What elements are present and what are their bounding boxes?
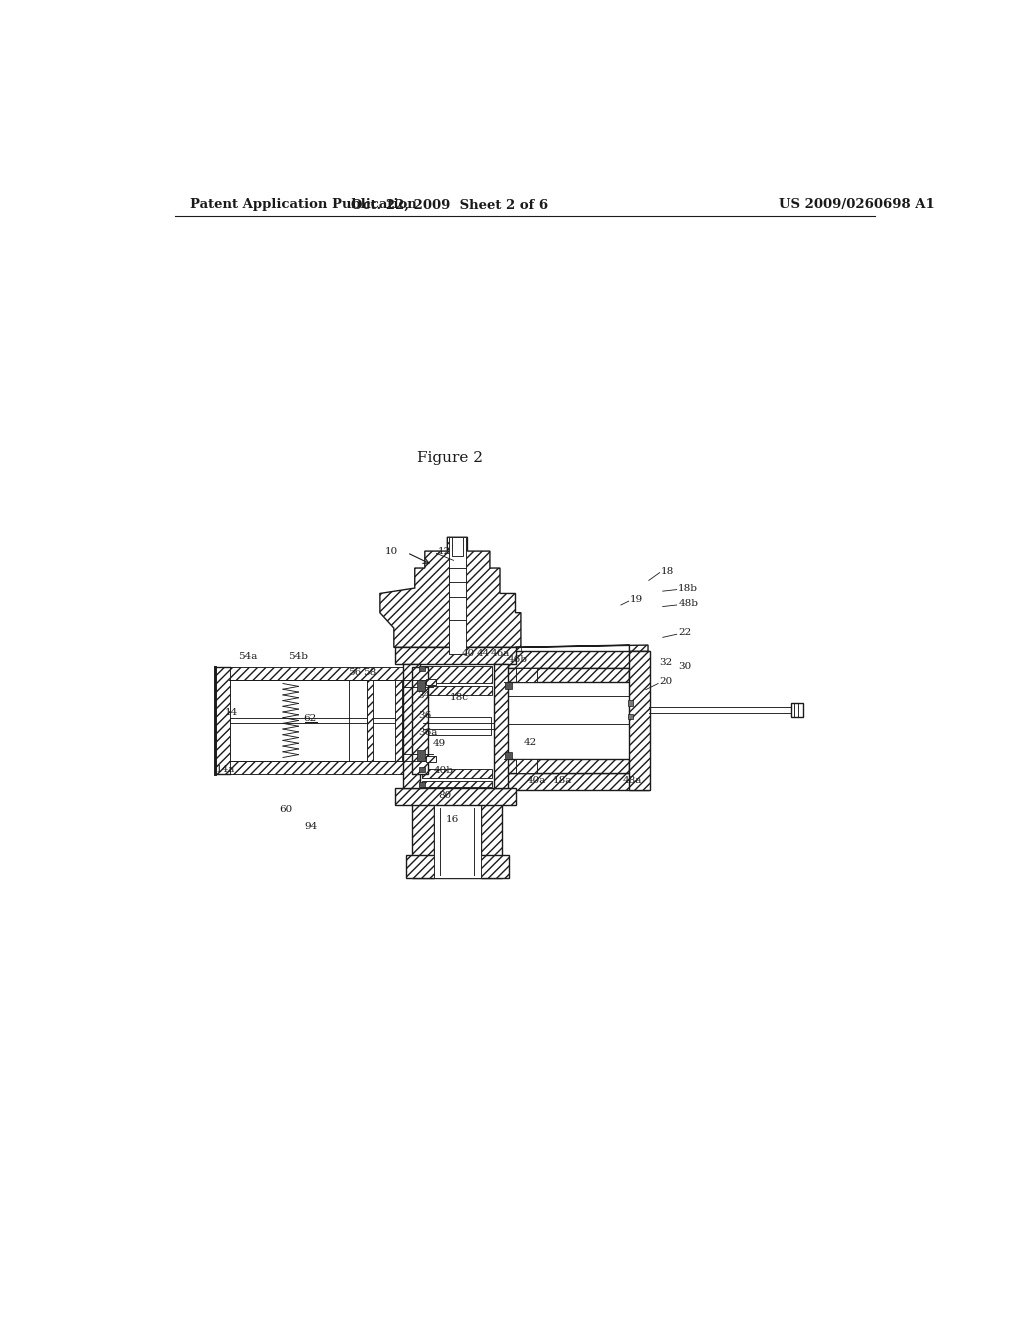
Text: 18a: 18a bbox=[553, 776, 572, 785]
Bar bbox=[420, 682, 425, 688]
Bar bbox=[504, 774, 649, 789]
Text: 22: 22 bbox=[678, 628, 691, 638]
Bar bbox=[215, 667, 419, 681]
Text: 34: 34 bbox=[417, 690, 430, 700]
Bar bbox=[504, 668, 630, 682]
Text: 94: 94 bbox=[305, 822, 317, 832]
Bar bbox=[422, 780, 493, 787]
Bar bbox=[506, 682, 512, 689]
Text: 46a: 46a bbox=[490, 649, 510, 657]
Bar bbox=[426, 756, 435, 762]
Text: 19: 19 bbox=[630, 595, 643, 605]
Text: 30: 30 bbox=[678, 663, 691, 671]
Bar bbox=[407, 855, 509, 878]
Bar bbox=[494, 664, 508, 788]
Text: 40b: 40b bbox=[434, 766, 454, 775]
Bar bbox=[422, 770, 493, 779]
Text: 40a: 40a bbox=[527, 776, 547, 785]
Text: 54a: 54a bbox=[239, 652, 258, 661]
Text: Patent Application Publication: Patent Application Publication bbox=[190, 198, 417, 211]
Bar bbox=[367, 681, 373, 760]
Text: 10: 10 bbox=[385, 548, 398, 556]
Text: 46b: 46b bbox=[508, 655, 527, 664]
Bar bbox=[449, 537, 466, 653]
Bar bbox=[630, 651, 650, 789]
Text: 54b: 54b bbox=[289, 652, 308, 661]
Text: 14a: 14a bbox=[216, 764, 234, 774]
Bar bbox=[403, 664, 420, 788]
Text: Figure 2: Figure 2 bbox=[417, 451, 482, 465]
Text: 56: 56 bbox=[348, 668, 360, 677]
Polygon shape bbox=[380, 537, 521, 647]
Text: 36: 36 bbox=[419, 710, 432, 719]
Text: 48b: 48b bbox=[678, 599, 698, 609]
Text: 12: 12 bbox=[438, 548, 452, 556]
Text: 18b: 18b bbox=[678, 583, 698, 593]
Text: Oct. 22, 2009  Sheet 2 of 6: Oct. 22, 2009 Sheet 2 of 6 bbox=[351, 198, 548, 211]
Text: 14: 14 bbox=[225, 709, 239, 717]
Bar bbox=[426, 678, 435, 685]
Bar bbox=[420, 781, 425, 788]
Bar bbox=[628, 701, 633, 706]
Bar bbox=[413, 804, 434, 878]
Text: 60: 60 bbox=[280, 805, 293, 813]
Bar bbox=[420, 665, 425, 671]
Bar bbox=[417, 681, 425, 692]
Text: 49: 49 bbox=[432, 739, 445, 748]
Text: 44: 44 bbox=[477, 649, 490, 657]
Bar bbox=[628, 714, 633, 719]
Bar bbox=[515, 759, 538, 774]
Text: 16: 16 bbox=[445, 814, 459, 824]
Bar bbox=[422, 665, 493, 682]
Bar bbox=[423, 717, 490, 735]
Text: 18c: 18c bbox=[450, 693, 469, 702]
Bar bbox=[506, 752, 512, 759]
Text: 42: 42 bbox=[523, 738, 537, 747]
Bar bbox=[434, 804, 480, 878]
Polygon shape bbox=[515, 645, 648, 651]
Bar bbox=[395, 647, 515, 664]
Text: 40: 40 bbox=[461, 649, 474, 657]
Text: 32: 32 bbox=[659, 659, 673, 667]
Bar bbox=[422, 686, 493, 696]
Bar bbox=[420, 767, 425, 772]
Text: 80: 80 bbox=[438, 792, 452, 800]
Text: 62: 62 bbox=[303, 714, 316, 722]
Bar bbox=[395, 788, 515, 805]
Bar bbox=[215, 667, 230, 775]
Bar bbox=[515, 668, 538, 682]
Bar bbox=[413, 667, 428, 775]
Bar bbox=[504, 651, 649, 668]
Text: 20: 20 bbox=[659, 677, 673, 686]
Bar bbox=[230, 681, 419, 760]
Bar bbox=[791, 702, 803, 717]
Bar bbox=[420, 664, 494, 788]
Bar bbox=[504, 682, 630, 759]
Polygon shape bbox=[504, 647, 521, 651]
Bar bbox=[504, 759, 630, 774]
Bar bbox=[480, 804, 503, 878]
Text: 58: 58 bbox=[364, 668, 377, 677]
Bar bbox=[452, 537, 463, 557]
Text: 18: 18 bbox=[662, 566, 675, 576]
Text: US 2009/0260698 A1: US 2009/0260698 A1 bbox=[779, 198, 935, 211]
Bar bbox=[215, 760, 419, 775]
Text: 36a: 36a bbox=[419, 727, 438, 737]
Bar bbox=[395, 681, 402, 760]
Text: 48a: 48a bbox=[623, 776, 642, 785]
Bar bbox=[417, 750, 425, 760]
